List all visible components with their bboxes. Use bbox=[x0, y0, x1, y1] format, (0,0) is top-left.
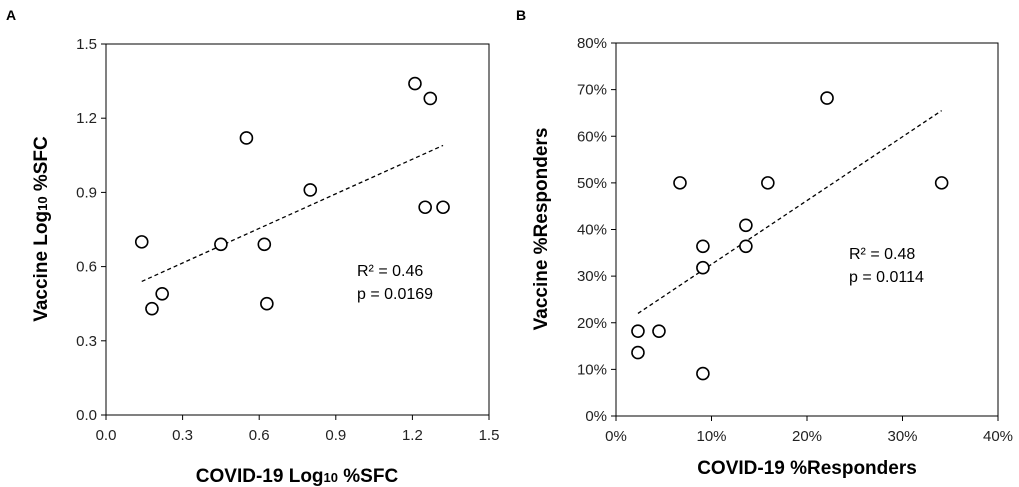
data-point bbox=[436, 200, 450, 215]
data-point bbox=[134, 235, 149, 249]
data-point bbox=[820, 91, 834, 105]
x-axis-label-a: COVID-19 Log10 %SFC bbox=[196, 466, 399, 487]
trendline-b bbox=[637, 110, 943, 314]
panel-a: A 0.00.30.60.91.21.5 0.0 0.3 0.6 0.9 1.2 1.5 … bbox=[6, 7, 499, 487]
data-point bbox=[739, 218, 753, 233]
data-point bbox=[408, 76, 422, 91]
y-tick-label: 0.0 bbox=[76, 407, 97, 424]
data-point bbox=[418, 200, 432, 215]
x-ticks-b: 0% 10% 20% 30% 40% bbox=[605, 416, 1013, 445]
y-tick-label: 70% bbox=[577, 82, 607, 99]
data-point bbox=[260, 296, 274, 311]
data-point bbox=[696, 239, 710, 254]
trendline-a bbox=[141, 144, 444, 283]
data-point bbox=[631, 345, 645, 360]
y-tick-label: 1.5 bbox=[76, 36, 97, 53]
x-tick-label: 0.9 bbox=[325, 427, 346, 444]
data-point bbox=[673, 176, 687, 190]
data-point bbox=[761, 176, 775, 190]
y-tick-label: 20% bbox=[577, 315, 607, 332]
x-tick-label: 0.0 bbox=[96, 427, 117, 444]
y-tick-label: 0% bbox=[585, 408, 607, 425]
x-tick-label: 0.3 bbox=[172, 427, 193, 444]
data-point bbox=[423, 91, 438, 106]
r-squared-a: R² = 0.46 bbox=[357, 263, 423, 280]
x-tick-label: 10% bbox=[696, 428, 726, 445]
p-value-b: p = 0.0114 bbox=[849, 269, 924, 286]
data-point bbox=[239, 131, 254, 145]
plot-frame-a bbox=[105, 43, 490, 416]
data-point bbox=[145, 301, 159, 316]
x-tick-label: 20% bbox=[792, 428, 822, 445]
data-point bbox=[934, 176, 949, 190]
data-point bbox=[257, 237, 272, 252]
panel-label-b: B bbox=[516, 7, 526, 23]
y-ticks-a: 0.0 0.3 0.6 0.9 1.2 1.5 bbox=[76, 36, 106, 424]
x-tick-label: 1.2 bbox=[402, 427, 423, 444]
y-tick-label: 0.9 bbox=[76, 184, 97, 201]
x-tick-label: 0.6 bbox=[249, 427, 270, 444]
data-point bbox=[652, 324, 666, 338]
data-point bbox=[155, 287, 169, 301]
plot-frame-b bbox=[615, 42, 999, 417]
y-ticks-b: 0% 10% 20% 30% 40% 50% 60% 70% 80% bbox=[577, 35, 616, 425]
y-tick-label: 40% bbox=[577, 222, 607, 239]
panel-b: B 0% 10% 20% 30% 40% 50% 60% 70% 80% 0% 10% 20% 30%… bbox=[516, 7, 1013, 479]
y-tick-label: 30% bbox=[577, 268, 607, 285]
panel-label-a: A bbox=[6, 7, 16, 23]
x-ticks-a: 0.0 0.3 0.6 0.9 1.2 1.5 bbox=[96, 415, 500, 444]
p-value-a: p = 0.0169 bbox=[357, 286, 433, 303]
data-point bbox=[739, 239, 753, 254]
data-point bbox=[631, 324, 645, 338]
r-squared-b: R² = 0.48 bbox=[849, 246, 915, 263]
x-tick-label: 1.5 bbox=[479, 427, 500, 444]
y-tick-label: 10% bbox=[577, 361, 607, 378]
x-tick-label: 30% bbox=[887, 428, 917, 445]
y-axis-label-b: Vaccine %Responders bbox=[531, 128, 552, 331]
x-axis-label-b: COVID-19 %Responders bbox=[697, 458, 917, 479]
x-tick-label: 40% bbox=[983, 428, 1013, 445]
y-tick-label: 80% bbox=[577, 35, 607, 52]
x-tick-label: 0% bbox=[605, 428, 627, 445]
data-point bbox=[303, 183, 318, 197]
data-point bbox=[214, 237, 228, 252]
points-a bbox=[134, 76, 450, 316]
data-point bbox=[696, 366, 710, 381]
y-tick-label: 1.2 bbox=[76, 110, 97, 127]
y-tick-label: 0.6 bbox=[76, 259, 97, 276]
y-axis-label-a: Vaccine Log10 %SFC bbox=[31, 136, 52, 322]
y-tick-label: 0.3 bbox=[76, 333, 97, 350]
y-tick-label: 50% bbox=[577, 175, 607, 192]
y-tick-label: 60% bbox=[577, 128, 607, 145]
points-b bbox=[631, 91, 949, 381]
data-point bbox=[696, 260, 710, 275]
